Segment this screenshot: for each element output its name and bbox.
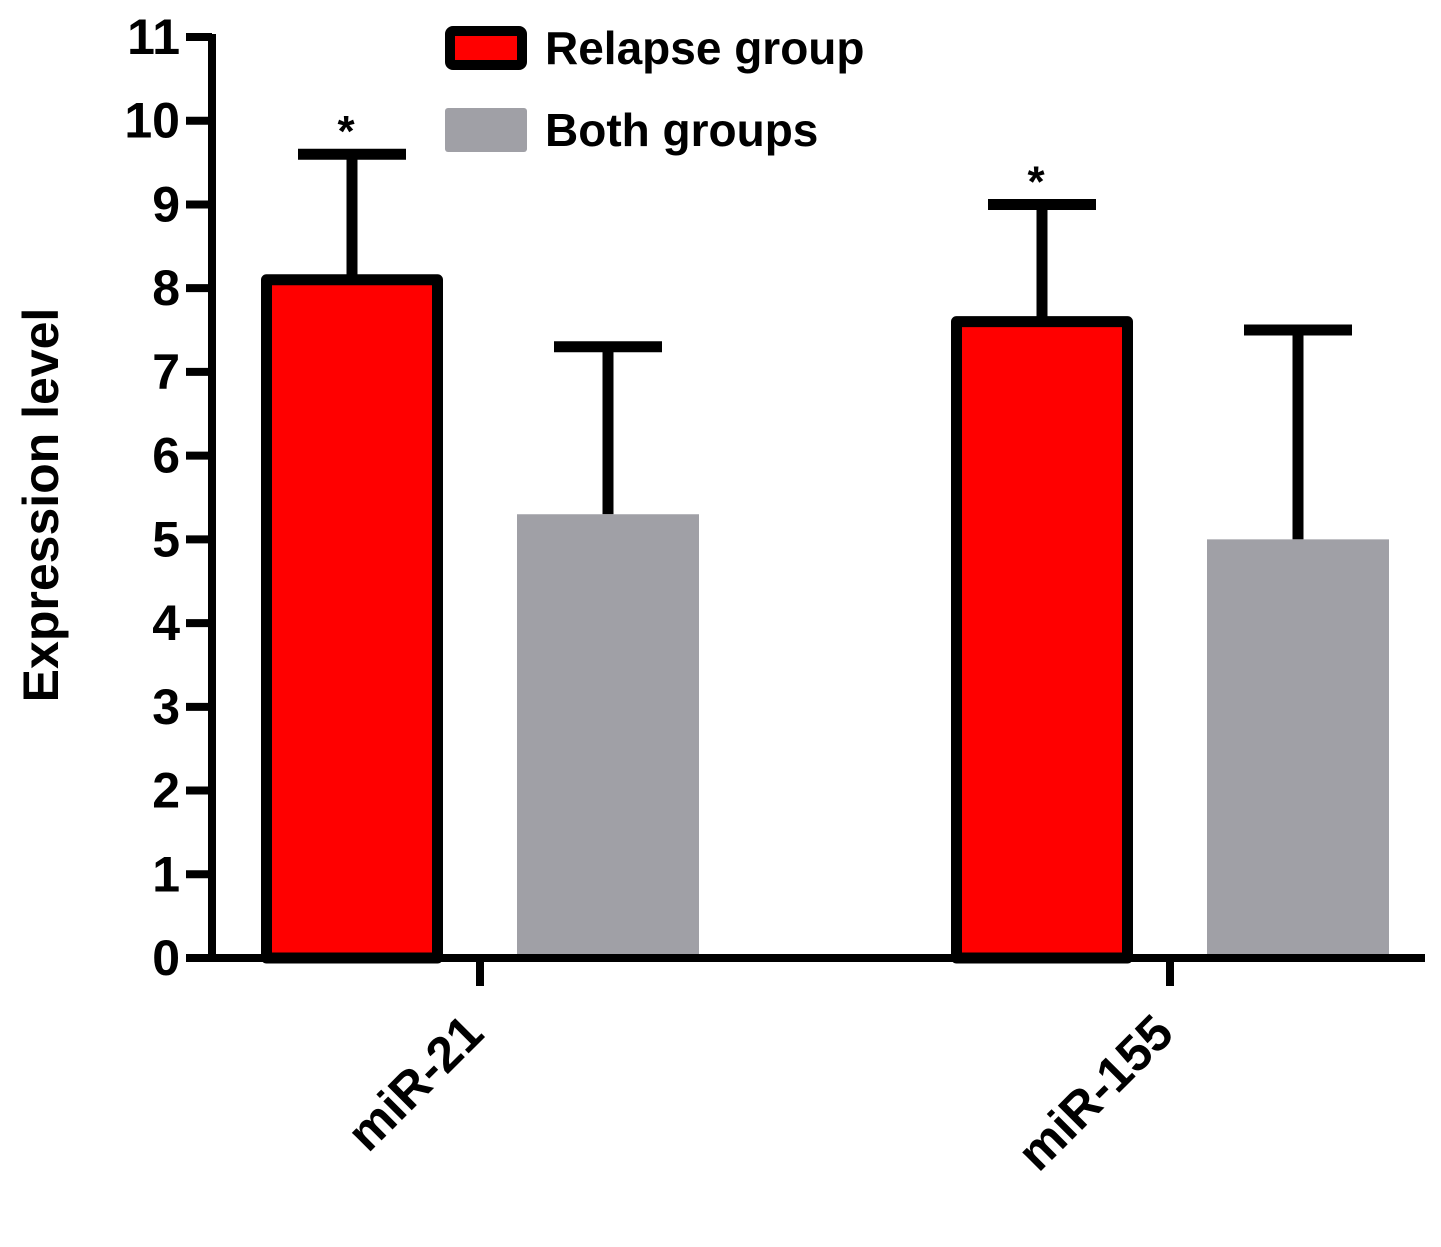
legend-label: Both groups	[545, 104, 818, 156]
y-tick-label: 6	[152, 428, 180, 484]
bar	[1207, 539, 1389, 958]
bar	[261, 274, 443, 964]
y-tick-label: 4	[152, 595, 180, 651]
axes-layer	[208, 34, 1425, 962]
x-category-label: miR-21	[336, 1004, 493, 1161]
legend-swatch	[445, 26, 527, 70]
y-tick-label: 3	[152, 679, 180, 735]
y-tick-label: 1	[152, 846, 180, 902]
bars-layer: **	[261, 107, 1389, 964]
legend: Relapse group Both groups	[445, 22, 865, 156]
y-tick-label: 8	[152, 260, 180, 316]
y-tick-label: 11	[127, 9, 180, 65]
bar	[517, 514, 699, 958]
y-tick-label: 7	[152, 344, 180, 400]
significance-marker: *	[1027, 157, 1045, 206]
bar	[951, 316, 1133, 964]
x-category-label: miR-155	[1007, 1004, 1184, 1181]
y-tick-label: 10	[124, 93, 180, 149]
legend-label: Relapse group	[545, 22, 865, 74]
y-ticks-layer: 0 1 2 3 4 5 6 7 8 9 10 11	[124, 9, 212, 986]
y-tick-label: 5	[152, 511, 180, 567]
y-tick-label: 0	[152, 930, 180, 986]
y-tick-label: 9	[152, 176, 180, 232]
significance-marker: *	[337, 107, 355, 156]
legend-swatch	[445, 108, 527, 152]
y-tick-label: 2	[152, 763, 180, 819]
y-axis-title: Expression level	[13, 308, 69, 703]
category-labels-layer: miR-21 miR-155	[336, 958, 1184, 1181]
